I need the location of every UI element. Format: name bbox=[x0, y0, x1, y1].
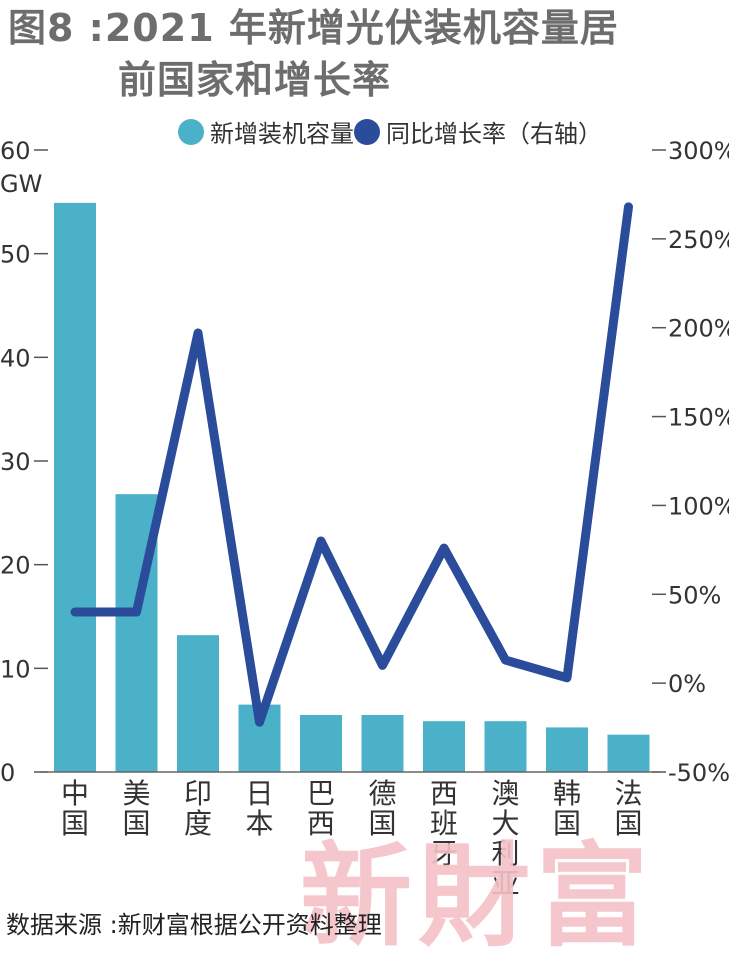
left-axis-unit: GW bbox=[0, 170, 42, 198]
bar bbox=[484, 721, 527, 772]
category-label: 中国 bbox=[61, 777, 89, 840]
category-label: 美国 bbox=[122, 777, 150, 840]
line-point bbox=[443, 547, 445, 550]
bar bbox=[423, 721, 465, 772]
line-point bbox=[320, 539, 322, 542]
line-point bbox=[381, 664, 384, 667]
left-tick-label: 0 bbox=[0, 759, 15, 787]
category-label: 西班牙 bbox=[430, 777, 458, 870]
line-point bbox=[135, 611, 138, 614]
bar bbox=[54, 202, 96, 772]
line-point bbox=[197, 332, 199, 335]
category-label: 法国 bbox=[614, 777, 642, 840]
growth-rate-line bbox=[70, 202, 633, 727]
bar bbox=[546, 727, 588, 772]
left-tick-label: 50 bbox=[0, 241, 31, 269]
bar bbox=[607, 734, 650, 772]
legend-item-bar: 新增装机容量 bbox=[178, 114, 354, 149]
category-label: 韩国 bbox=[553, 777, 581, 840]
line-point bbox=[627, 205, 630, 208]
category-label: 日本 bbox=[245, 777, 273, 840]
chart-area: 0 10 20 30 40 50 60 GW -50% 0% 50% 100% 150% 200% 250%… bbox=[0, 137, 729, 900]
chart-title: 图8 :2021 年新增光伏装机容量居 前国家和增长率 bbox=[8, 2, 723, 106]
right-tick-label: 300% bbox=[668, 137, 729, 165]
line-point bbox=[504, 659, 507, 662]
right-tick-label: 250% bbox=[668, 226, 729, 254]
watermark: 新財富 bbox=[300, 831, 654, 962]
line-point bbox=[566, 676, 568, 679]
legend-bar-swatch bbox=[178, 118, 204, 145]
category-label: 德国 bbox=[368, 777, 396, 840]
left-tick-label: 10 bbox=[0, 655, 31, 683]
category-label: 印度 bbox=[184, 777, 212, 840]
line-point bbox=[74, 611, 76, 614]
legend-bar-label: 新增装机容量 bbox=[210, 120, 354, 148]
right-tick-label: 50% bbox=[668, 581, 721, 609]
category-label: 澳大利亚 bbox=[491, 777, 519, 900]
right-tick-label: 0% bbox=[668, 670, 706, 698]
legend-line-label: 同比增长率（右轴） bbox=[386, 120, 602, 148]
left-tick-label: 30 bbox=[0, 448, 31, 476]
right-tick-label: -50% bbox=[668, 759, 729, 787]
title-line-2: 前国家和增长率 bbox=[118, 58, 392, 102]
right-tick-label: 200% bbox=[668, 315, 729, 343]
bar bbox=[177, 635, 219, 772]
bar bbox=[300, 714, 342, 772]
left-tick-label: 40 bbox=[0, 344, 31, 372]
legend: 新增装机容量 同比增长率（右轴） bbox=[178, 114, 602, 149]
left-tick-label: 60 bbox=[0, 137, 31, 165]
source-note: 数据来源 :新财富根据公开资料整理 bbox=[6, 911, 382, 939]
right-tick-label: 100% bbox=[668, 492, 729, 520]
right-tick-label: 150% bbox=[668, 404, 729, 432]
category-label: 巴西 bbox=[307, 777, 335, 840]
bar bbox=[361, 714, 404, 772]
title-line-1: 图8 :2021 年新增光伏装机容量居 bbox=[8, 6, 619, 50]
line-point bbox=[258, 721, 261, 724]
legend-line-swatch bbox=[354, 118, 380, 145]
legend-item-line: 同比增长率（右轴） bbox=[354, 114, 602, 149]
left-tick-label: 20 bbox=[0, 552, 31, 580]
